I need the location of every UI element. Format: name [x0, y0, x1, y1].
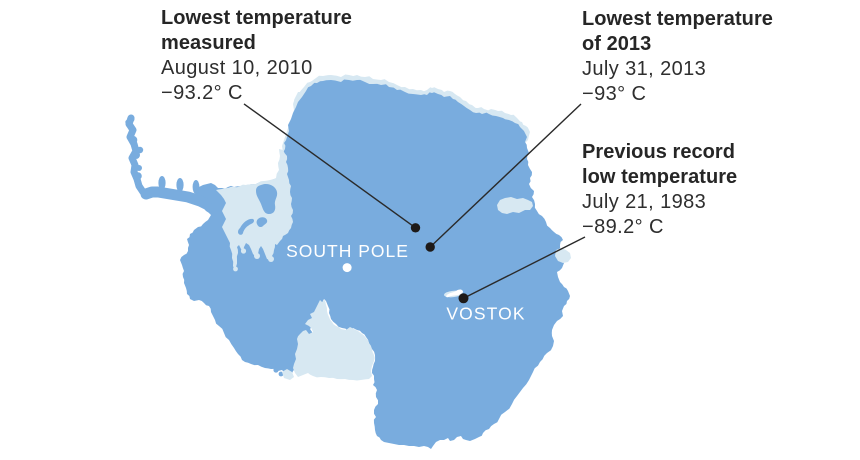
svg-text:SOUTH POLE: SOUTH POLE [286, 241, 409, 261]
svg-text:VOSTOK: VOSTOK [446, 304, 525, 324]
